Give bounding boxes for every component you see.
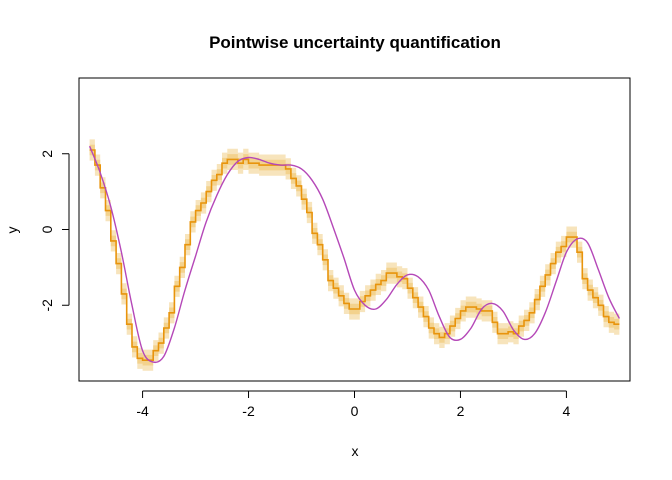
x-axis: -4 -2 0 2 4 xyxy=(136,390,571,419)
step-estimate-line xyxy=(89,149,620,361)
x-tick-label: -4 xyxy=(136,403,149,419)
x-tick-label: 2 xyxy=(457,403,465,419)
x-tick-label: 0 xyxy=(351,403,359,419)
true-function-line xyxy=(88,145,621,364)
y-axis: -2 0 2 xyxy=(39,150,70,312)
x-tick-label: 4 xyxy=(563,403,571,419)
band-outer xyxy=(89,139,620,371)
y-tick-label: -2 xyxy=(39,299,55,312)
y-tick-label: 2 xyxy=(39,150,55,158)
chart-title: Pointwise uncertainty quantification xyxy=(209,33,501,52)
y-tick-label: 0 xyxy=(39,225,55,233)
x-axis-label: x xyxy=(352,443,359,459)
true-function-series xyxy=(88,145,621,364)
y-axis-label: y xyxy=(4,227,20,234)
band-inner xyxy=(89,144,620,366)
step-estimate-series xyxy=(89,149,620,361)
x-tick-label: -2 xyxy=(242,403,255,419)
plot-frame xyxy=(78,77,631,382)
uncertainty-band xyxy=(89,139,620,371)
